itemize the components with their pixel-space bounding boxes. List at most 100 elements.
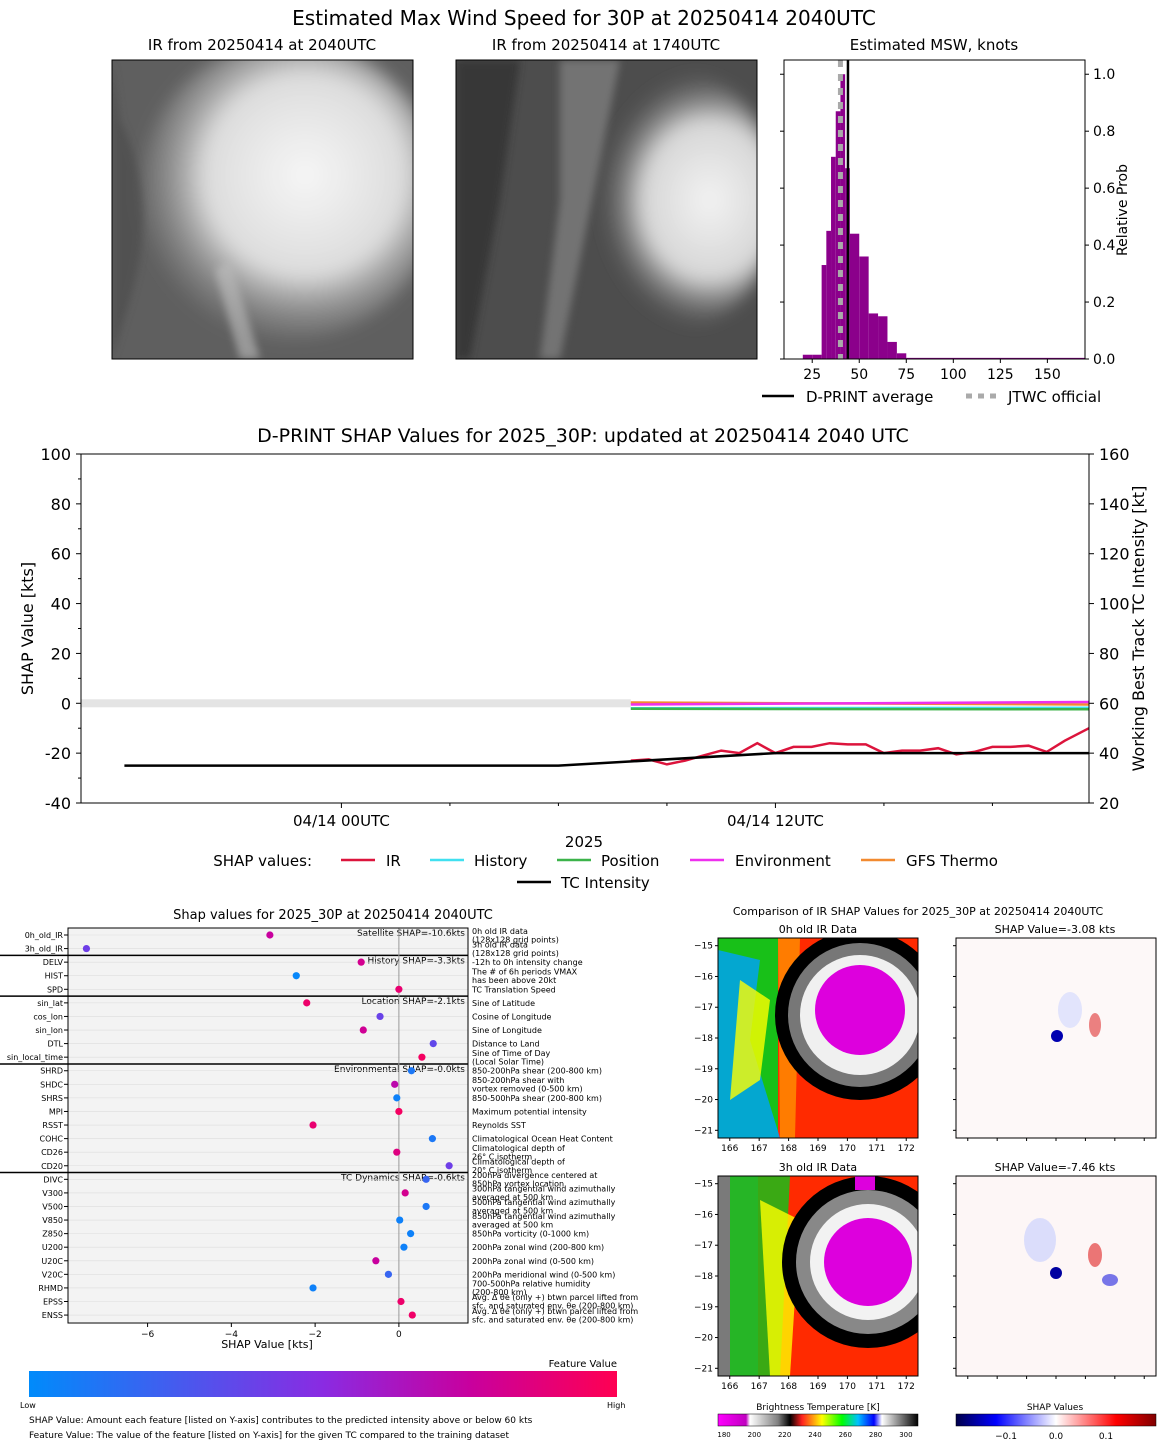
feature-name: SHRD bbox=[40, 1067, 63, 1076]
shap-point bbox=[393, 1148, 401, 1156]
ts-ytick-label: 20 bbox=[51, 644, 71, 663]
feature-description: Climatological depth of bbox=[472, 1158, 565, 1167]
ir-prev-image bbox=[455, 59, 758, 360]
map-xtick-label: 166 bbox=[721, 1144, 738, 1154]
ts-xtick-label: 04/14 12UTC bbox=[727, 812, 824, 830]
feature-description: (Local Solar Time) bbox=[472, 1057, 544, 1066]
feature-name: DIVC bbox=[43, 1175, 63, 1184]
feature-name: RSST bbox=[42, 1121, 63, 1130]
group-label: TC Dynamics SHAP=-0.6kts bbox=[340, 1174, 465, 1184]
shap-point bbox=[309, 1284, 317, 1292]
shap-point bbox=[395, 985, 403, 993]
feature-description: averaged at 500 km bbox=[472, 1207, 553, 1216]
map-xtick-label: 171 bbox=[868, 1144, 885, 1154]
feature-description: 200hPa meridional wind (0-500 km) bbox=[472, 1270, 615, 1279]
colorbar-bar bbox=[29, 1371, 617, 1397]
map-xtick-label: 168 bbox=[780, 1144, 797, 1154]
shap-point bbox=[359, 1026, 367, 1034]
map-ytick-label: −18 bbox=[694, 1272, 713, 1282]
msw-legend: D-PRINT average JTWC official bbox=[762, 388, 1101, 406]
feature-name: U20C bbox=[41, 1257, 63, 1266]
map-ytick-label: −19 bbox=[694, 1065, 713, 1075]
feature-description: Climatological depth of bbox=[472, 1144, 565, 1153]
feature-name: DTL bbox=[47, 1040, 63, 1049]
feature-description: (128x128 grid points) bbox=[472, 935, 559, 944]
shap-point bbox=[407, 1067, 416, 1075]
msw-xtick-label: 100 bbox=[940, 367, 967, 383]
feature-name: MPI bbox=[49, 1107, 63, 1116]
shap-legend: SHAP values: IR History Position Environ… bbox=[213, 852, 998, 892]
feature-description: vortex removed (0-500 km) bbox=[472, 1085, 583, 1094]
legend-gfs-label: GFS Thermo bbox=[906, 852, 998, 870]
bt-tick-label: 220 bbox=[778, 1431, 791, 1439]
bt-colorbar-label: Brightness Temperature [K] bbox=[756, 1403, 880, 1413]
feature-description: 850hPa vorticity (0-1000 km) bbox=[472, 1230, 589, 1239]
feature-name: V20C bbox=[42, 1270, 64, 1279]
feature-name: DELV bbox=[43, 958, 64, 967]
shap-ts-title: D-PRINT SHAP Values for 2025_30P: update… bbox=[257, 425, 909, 447]
map-ytick-label: −20 bbox=[694, 1096, 713, 1106]
map-ytick-label: −16 bbox=[694, 972, 713, 982]
bt-tick-label: 180 bbox=[717, 1431, 730, 1439]
msw-bar bbox=[802, 354, 813, 359]
ir-now-title: IR from 20250414 at 2040UTC bbox=[148, 36, 376, 54]
ir-map-axes: 166 167 168 169 170 171 172 −15 −16 −17 −18 −19 −20 −… bbox=[694, 942, 1145, 1392]
map-xtick-label: 169 bbox=[809, 1382, 826, 1392]
shap-point bbox=[418, 1053, 426, 1061]
shap-point bbox=[407, 1230, 415, 1238]
bees-xtick-label: −6 bbox=[141, 1330, 155, 1340]
group-label: History SHAP=-3.3kts bbox=[368, 956, 466, 966]
feature-name: COHC bbox=[40, 1135, 64, 1144]
feature-description: Sine of Time of Day bbox=[472, 1049, 551, 1058]
legend-history-label: History bbox=[474, 852, 527, 870]
sv-tick-label: 0.0 bbox=[1049, 1432, 1064, 1442]
msw-bar bbox=[831, 156, 836, 359]
map-ytick-label: −15 bbox=[694, 1180, 713, 1190]
feature-name: sin_lon bbox=[35, 1026, 63, 1035]
msw-bar bbox=[878, 316, 888, 359]
bt-tick-label: 300 bbox=[899, 1431, 912, 1439]
footnote-shap: SHAP Value: Amount each feature [listed … bbox=[29, 1416, 533, 1426]
map-ytick-label: −18 bbox=[694, 1034, 713, 1044]
ts-y2tick-label: 120 bbox=[1099, 545, 1130, 564]
bees-xtick-label: −2 bbox=[308, 1330, 321, 1340]
ts-ytick-label: 80 bbox=[51, 495, 71, 514]
msw-xtick-label: 50 bbox=[850, 367, 868, 383]
msw-xtick-label: 75 bbox=[897, 367, 915, 383]
feature-description: Sine of Longitude bbox=[472, 1026, 542, 1035]
ir1-title: 3h old IR Data bbox=[779, 1161, 857, 1174]
feature-description: Distance to Land bbox=[472, 1040, 540, 1049]
msw-bar bbox=[896, 353, 907, 359]
map-ytick-label: −15 bbox=[694, 942, 713, 952]
shap-timeseries: -40 -20 0 20 40 60 80 100 20 40 60 80 100 120 140 160 04… bbox=[18, 445, 1148, 830]
map-xtick-label: 171 bbox=[868, 1382, 885, 1392]
ts-y2tick-label: 60 bbox=[1099, 694, 1119, 713]
feature-description: 850-500hPa shear (200-800 km) bbox=[472, 1094, 602, 1103]
feature-description: Reynolds SST bbox=[472, 1121, 526, 1130]
ts-ylabel-right: Working Best Track TC Intensity [kt] bbox=[1129, 486, 1148, 772]
bt-colorbar bbox=[717, 1413, 919, 1427]
ts-ytick-label: 0 bbox=[61, 694, 71, 713]
msw-chart-title: Estimated MSW, knots bbox=[850, 36, 1019, 54]
feature-name: Z850 bbox=[42, 1230, 63, 1239]
msw-bar bbox=[906, 357, 1085, 359]
feature-value-colorbar: Feature Value Low High bbox=[20, 1359, 625, 1410]
ir1-image bbox=[717, 1175, 919, 1377]
feature-description: 850hPa tangential wind azimuthally bbox=[472, 1212, 616, 1221]
feature-name: SPD bbox=[47, 985, 63, 994]
feature-name: cos_lon bbox=[33, 1012, 63, 1021]
msw-xtick-label: 125 bbox=[987, 367, 1014, 383]
shap-point bbox=[82, 944, 91, 953]
feature-description: sfc. and saturated env. θe (200-800 km) bbox=[472, 1315, 633, 1324]
feature-name: sin_lat bbox=[37, 999, 63, 1008]
msw-xtick-label: 25 bbox=[803, 367, 821, 383]
feature-description: 850hPa vortex location bbox=[472, 1180, 564, 1189]
ts-y2tick-label: 80 bbox=[1099, 644, 1119, 663]
bees-xtick-label: 0 bbox=[396, 1330, 402, 1340]
ir-now-image bbox=[111, 59, 414, 360]
sv1-image bbox=[955, 1175, 1157, 1377]
feature-description: -12h to 0h intensity change bbox=[472, 958, 583, 967]
feature-description: 26° C isotherm bbox=[472, 1152, 532, 1161]
beeswarm-title: Shap values for 2025_30P at 20250414 204… bbox=[173, 908, 493, 923]
